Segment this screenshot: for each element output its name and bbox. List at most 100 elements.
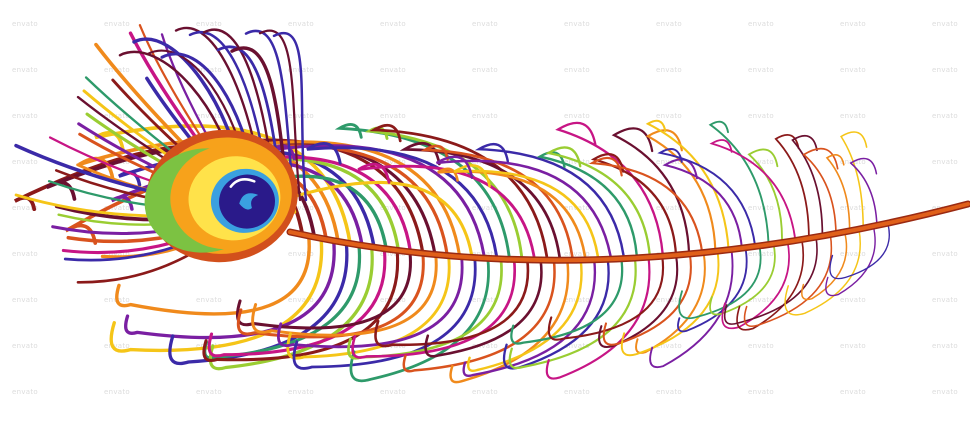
barb-lower	[236, 251, 425, 339]
watermark-text: envato	[748, 158, 775, 166]
watermark-text: envato	[12, 296, 39, 304]
barb-lower	[347, 257, 503, 360]
watermark-text: envato	[748, 296, 775, 304]
watermark-text: envato	[932, 296, 959, 304]
watermark-text: envato	[472, 20, 499, 28]
eye-highlight	[229, 178, 256, 188]
barb-lower	[351, 258, 517, 359]
barb-lower	[547, 255, 665, 341]
plume-strand	[272, 32, 308, 202]
barb-upper	[474, 142, 626, 260]
barb-lower	[292, 256, 477, 370]
watermark-text: envato	[656, 20, 683, 28]
barb-lower	[251, 253, 438, 337]
barb-upper	[588, 156, 704, 254]
watermark-text: envato	[932, 112, 959, 120]
barb-lower	[829, 222, 890, 280]
watermark-text: envato	[932, 20, 959, 28]
barb-upper	[78, 138, 340, 244]
eye-inner-swirl	[239, 193, 259, 210]
watermark-text: envato	[656, 388, 683, 396]
barb-lower	[510, 257, 624, 345]
watermark-text: envato	[748, 388, 775, 396]
watermark-text: envato	[472, 112, 499, 120]
watermark-text: envato	[380, 158, 407, 166]
barb-lower	[743, 233, 833, 327]
barb-lower	[721, 240, 790, 330]
watermark-text: envato	[12, 112, 39, 120]
watermark-text: envato	[12, 388, 39, 396]
barb-upper	[709, 139, 797, 242]
plume-strand	[258, 29, 302, 202]
watermark-text: envato	[564, 250, 591, 258]
barb-lower	[202, 248, 400, 362]
watermark-text: envato	[12, 250, 39, 258]
barb-upper	[453, 164, 600, 261]
watermark-text: envato	[932, 342, 959, 350]
watermark-text: envato	[564, 112, 591, 120]
watermark-text: envato	[104, 20, 131, 28]
watermark-text: envato	[104, 250, 131, 258]
watermark-text: envato	[656, 66, 683, 74]
feather-shaft-shadow	[286, 200, 970, 264]
watermark-text: envato	[196, 20, 223, 28]
barb-upper	[840, 131, 868, 229]
barb-upper	[435, 155, 613, 261]
barb-upper	[334, 123, 511, 261]
watermark-text: envato	[12, 20, 39, 28]
watermark-text: envato	[748, 342, 775, 350]
barb-upper	[306, 141, 499, 261]
barb-upper	[545, 146, 652, 259]
watermark-text: envato	[932, 250, 959, 258]
watermark-text: envato	[288, 250, 315, 258]
barb-lower	[207, 247, 387, 358]
watermark-text: envato	[472, 204, 499, 212]
barb-upper	[271, 144, 487, 260]
barb-upper	[369, 123, 549, 262]
barb-upper	[791, 134, 824, 237]
watermark-text: envato	[748, 20, 775, 28]
barb-upper	[555, 121, 665, 258]
watermark-text: envato	[748, 204, 775, 212]
watermark-text: envato	[288, 204, 315, 212]
barb-lower	[424, 258, 543, 358]
watermark-text: envato	[840, 388, 867, 396]
barb-upper	[802, 147, 839, 235]
barb-lower	[545, 256, 651, 380]
watermark-text: envato	[656, 204, 683, 212]
barb-upper	[747, 148, 783, 244]
barb-lower	[602, 252, 692, 346]
watermark-text: envato	[104, 388, 131, 396]
barb-lower	[620, 250, 720, 357]
watermark-text: envato	[748, 66, 775, 74]
watermark-text: envato	[656, 112, 683, 120]
watermark-text: envato	[288, 296, 315, 304]
barb-lower	[374, 258, 530, 348]
watermark-text: envato	[840, 342, 867, 350]
watermark-text: envato	[748, 112, 775, 120]
watermark-text: envato	[380, 20, 407, 28]
watermark-text: envato	[380, 66, 407, 74]
barb-upper	[825, 154, 851, 232]
watermark-text: envato	[472, 66, 499, 74]
watermark-text: envato	[932, 158, 959, 166]
watermark-text: envato	[380, 296, 407, 304]
watermark-text: envato	[380, 204, 407, 212]
barb-lower	[723, 236, 818, 325]
barb-lower	[801, 231, 848, 301]
watermark-text: envato	[656, 342, 683, 350]
watermark-text: envato	[656, 296, 683, 304]
watermark-text: envato	[288, 388, 315, 396]
barb-lower	[825, 225, 876, 297]
watermark-text: envato	[564, 342, 591, 350]
watermark-text: envato	[380, 250, 407, 258]
watermark-text: envato	[196, 112, 223, 120]
watermark-text: envato	[840, 250, 867, 258]
watermark-text: envato	[932, 66, 959, 74]
barb-upper	[774, 134, 810, 240]
barb-lower	[709, 243, 776, 316]
watermark-text: envato	[840, 20, 867, 28]
barb-lower	[598, 254, 679, 348]
watermark-text: envato	[840, 112, 867, 120]
